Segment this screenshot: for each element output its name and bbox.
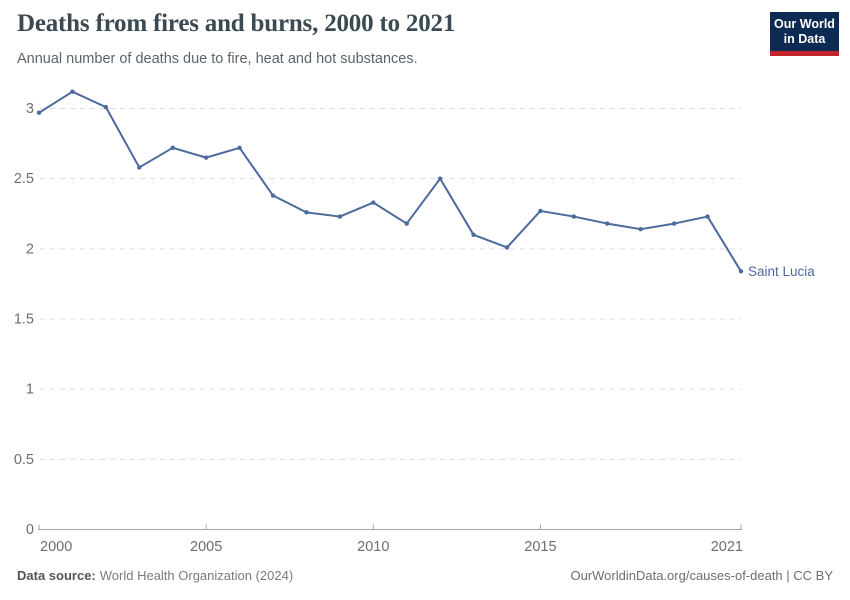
x-axis-tick-label: 2010 [357,539,389,555]
data-point-2007[interactable] [270,193,276,198]
data-point-2021[interactable] [738,269,744,274]
data-point-2001[interactable] [70,89,75,94]
data-point-2009[interactable] [337,214,343,219]
data-point-2005[interactable] [203,155,209,160]
x-axis-tick-label: 2005 [190,539,222,555]
data-point-2017[interactable] [605,221,610,226]
owid-logo-line1: Our World [774,17,835,31]
data-point-2019[interactable] [671,221,677,226]
data-source: Data source: World Health Organization (2… [17,568,293,583]
x-axis-tick-label: 2021 [711,539,743,555]
attribution-link[interactable]: OurWorldinData.org/causes-of-death | CC … [570,568,833,583]
data-point-2018[interactable] [638,226,643,232]
data-point-2010[interactable] [371,200,376,205]
y-axis-tick-label: 1.5 [14,312,34,328]
data-point-2013[interactable] [471,232,476,238]
data-point-2000[interactable] [36,110,42,115]
x-axis-tick-label: 2015 [524,539,556,555]
y-axis-tick-label: 0 [26,522,34,538]
chart-subtitle: Annual number of deaths due to fire, hea… [17,51,418,67]
data-source-value: World Health Organization (2024) [99,568,294,583]
data-source-label: Data source: [17,568,96,583]
data-point-2016[interactable] [571,214,577,219]
series-end-label[interactable]: Saint Lucia [748,264,815,279]
data-point-2002[interactable] [103,104,109,110]
data-point-2015[interactable] [538,208,543,214]
data-point-2014[interactable] [504,245,510,250]
page-title: Deaths from fires and burns, 2000 to 202… [17,10,456,37]
y-axis-tick-label: 3 [26,101,34,117]
y-axis-tick-label: 2 [26,241,34,257]
owid-logo-line2: in Data [783,32,826,46]
data-point-2006[interactable] [237,145,242,151]
owid-logo[interactable]: Our World in Data [770,12,839,56]
y-axis-tick-label: 1 [26,382,34,398]
series-line-saint-lucia[interactable] [38,90,742,273]
data-point-2020[interactable] [705,214,710,219]
y-axis-tick-label: 2.5 [14,171,34,187]
data-point-2011[interactable] [404,221,409,226]
x-axis-tick-label: 2000 [40,539,72,555]
data-point-2004[interactable] [170,145,175,151]
data-point-2003[interactable] [137,165,142,170]
data-point-2008[interactable] [304,210,309,215]
data-point-2012[interactable] [437,176,443,181]
y-axis-tick-label: 0.5 [14,452,34,468]
